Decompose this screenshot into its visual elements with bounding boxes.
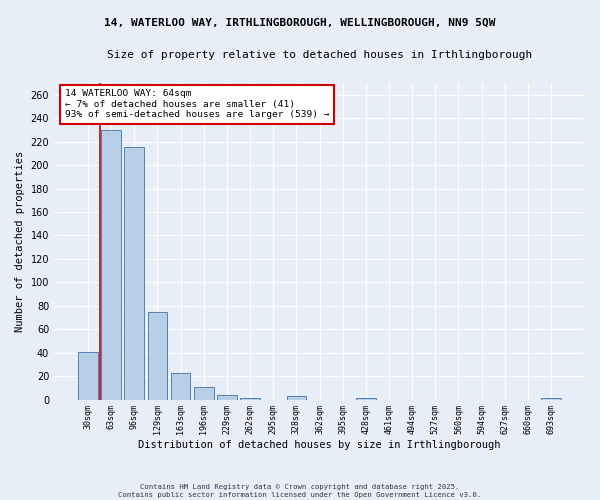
Text: Contains HM Land Registry data © Crown copyright and database right 2025.
Contai: Contains HM Land Registry data © Crown c… [118,484,482,498]
Bar [356,398,376,400]
Text: 14 WATERLOO WAY: 64sqm
← 7% of detached houses are smaller (41)
93% of semi-deta: 14 WATERLOO WAY: 64sqm ← 7% of detached … [65,90,329,119]
Text: 14, WATERLOO WAY, IRTHLINGBOROUGH, WELLINGBOROUGH, NN9 5QW: 14, WATERLOO WAY, IRTHLINGBOROUGH, WELLI… [104,18,496,28]
Title: Size of property relative to detached houses in Irthlingborough: Size of property relative to detached ho… [107,50,532,60]
Bar [78,352,98,400]
Y-axis label: Number of detached properties: Number of detached properties [15,150,25,332]
X-axis label: Distribution of detached houses by size in Irthlingborough: Distribution of detached houses by size … [138,440,501,450]
Bar [541,398,561,400]
Bar [240,398,260,400]
Bar [101,130,121,400]
Bar [217,395,237,400]
Bar [171,372,190,400]
Bar [287,396,306,400]
Bar [124,148,144,400]
Bar [194,386,214,400]
Bar [148,312,167,400]
